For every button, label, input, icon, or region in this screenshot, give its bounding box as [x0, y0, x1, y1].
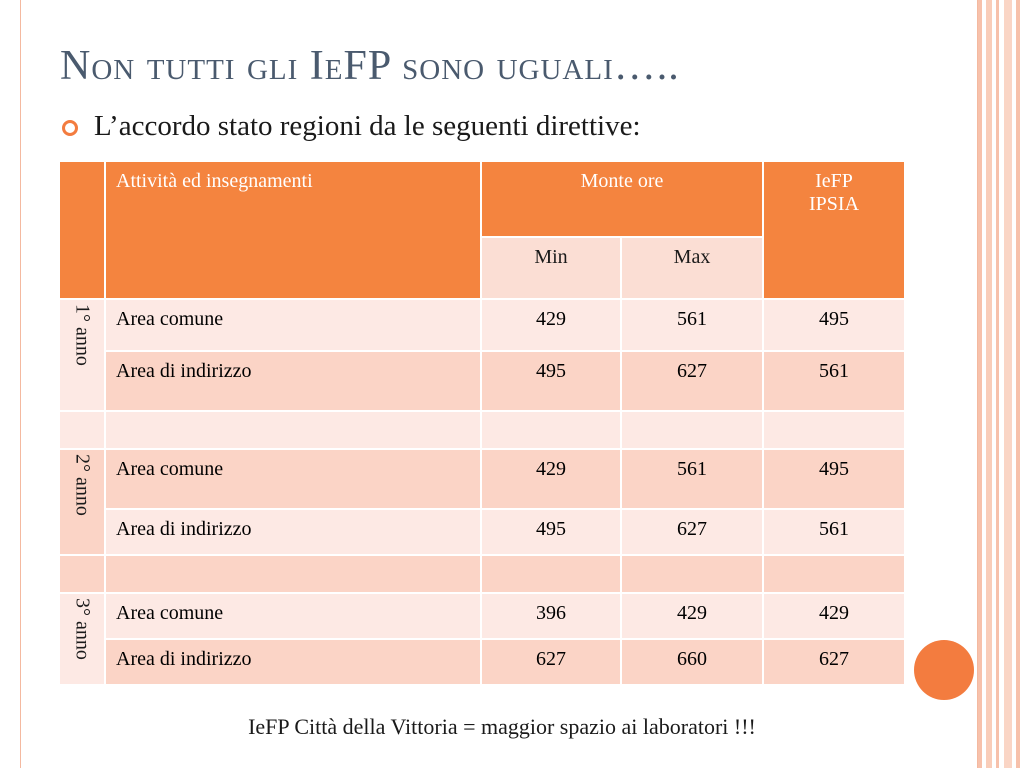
- iefp-cell: 627: [762, 638, 907, 686]
- year-cell: 1° anno: [58, 298, 106, 412]
- iefp-cell: 561: [762, 350, 907, 412]
- activity-cell: Area di indirizzo: [104, 508, 482, 556]
- max-cell: 561: [619, 448, 765, 510]
- iefp-cell: 495: [762, 298, 907, 352]
- iefp-cell: 495: [762, 448, 907, 510]
- bullet-item: L’accordo stato regioni da le seguenti d…: [62, 110, 641, 143]
- max-cell: 627: [619, 508, 765, 556]
- max-cell: 561: [619, 298, 765, 352]
- spacer-row: [58, 410, 907, 450]
- header-min: Min: [480, 236, 622, 300]
- bullet-text: L’accordo stato regioni da le seguenti d…: [94, 110, 641, 142]
- slide-frame: [20, 0, 978, 768]
- min-cell: 429: [480, 298, 622, 352]
- year-label: 2° anno: [71, 454, 94, 516]
- max-cell: 429: [619, 592, 765, 640]
- activity-cell: Area di indirizzo: [104, 350, 482, 412]
- activity-cell: Area comune: [104, 592, 482, 640]
- header-iefp-line2: IPSIA: [809, 193, 860, 215]
- year-label: 1° anno: [71, 304, 94, 366]
- page-title: Non tutti gli IeFP sono uguali…..: [60, 43, 680, 89]
- header-hours: Monte ore: [479, 160, 765, 238]
- activity-cell: Area comune: [104, 448, 482, 510]
- min-cell: 495: [480, 508, 622, 556]
- max-cell: 660: [619, 638, 765, 686]
- ring-bullet-icon: [62, 119, 78, 136]
- header-iefp: IeFP IPSIA: [762, 160, 907, 300]
- year-cell: 2° anno: [58, 448, 106, 556]
- year-label: 3° anno: [71, 598, 94, 660]
- min-cell: 396: [480, 592, 622, 640]
- max-cell: 627: [619, 350, 765, 412]
- iefp-cell: 561: [762, 508, 907, 556]
- header-max: Max: [619, 236, 765, 300]
- min-cell: 495: [480, 350, 622, 412]
- activity-cell: Area comune: [104, 298, 482, 352]
- header-corner-cell: [58, 160, 106, 300]
- footer-note: IeFP Città della Vittoria = maggior spaz…: [248, 714, 756, 739]
- year-cell: 3° anno: [58, 592, 106, 686]
- decorative-stripes: [978, 0, 1024, 768]
- min-cell: 627: [480, 638, 622, 686]
- decorative-circle: [914, 640, 974, 700]
- hours-table: Attività ed insegnamenti Monte ore IeFP …: [58, 160, 907, 686]
- header-activities: Attività ed insegnamenti: [104, 160, 482, 300]
- min-cell: 429: [480, 448, 622, 510]
- activity-cell: Area di indirizzo: [104, 638, 482, 686]
- iefp-cell: 429: [762, 592, 907, 640]
- header-iefp-line1: IeFP: [815, 170, 853, 192]
- spacer-row: [58, 554, 907, 594]
